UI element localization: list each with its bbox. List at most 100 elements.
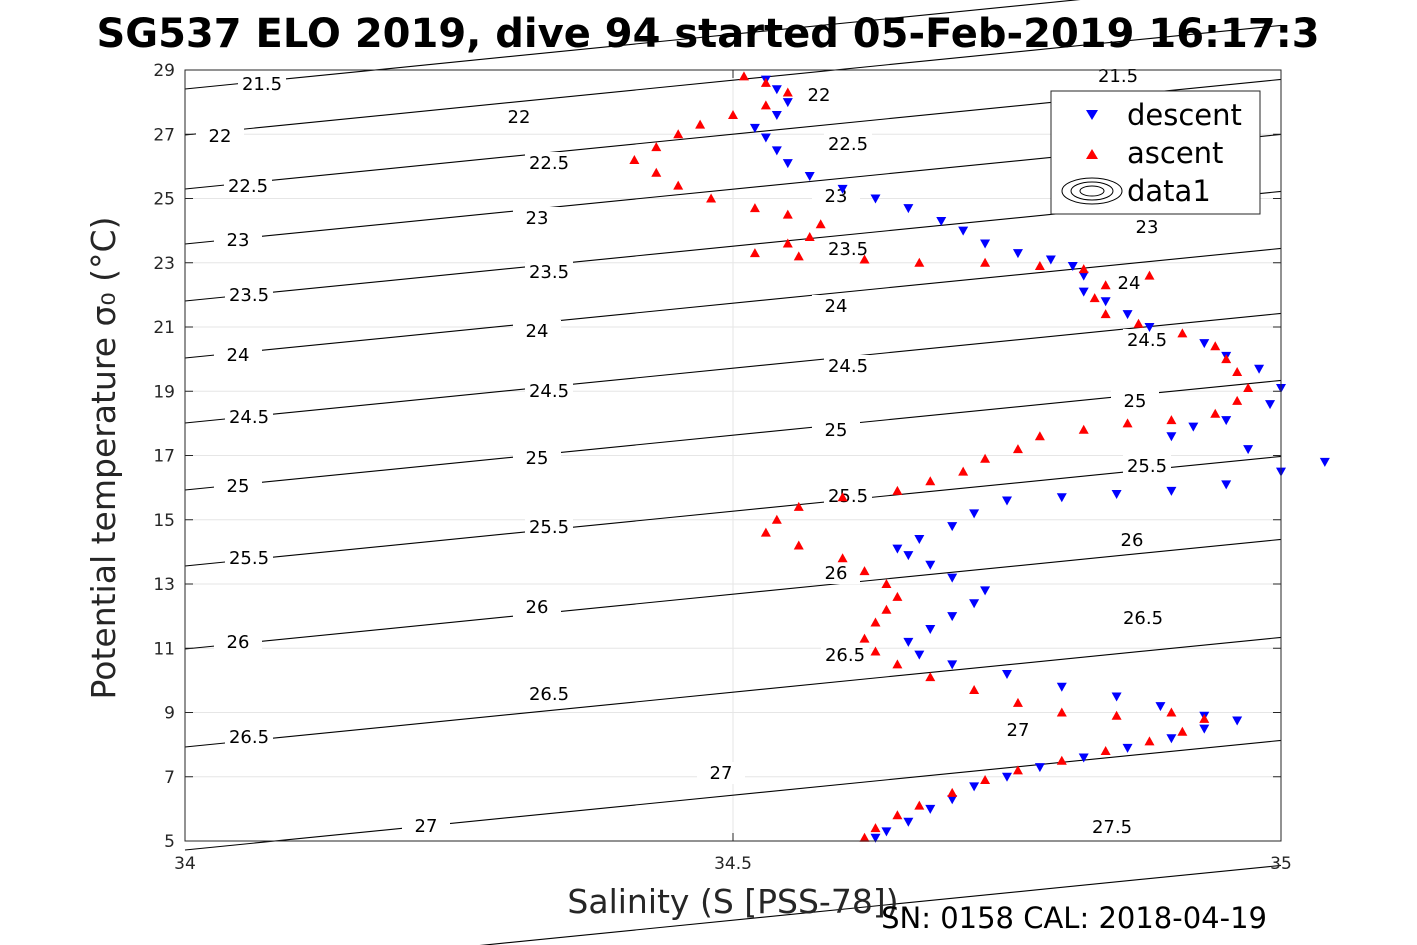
descent-point bbox=[969, 509, 980, 519]
descent-point bbox=[980, 239, 991, 249]
contour-label-background bbox=[824, 355, 872, 377]
descent-point bbox=[782, 98, 793, 108]
descent-point bbox=[749, 123, 760, 133]
ascent-point bbox=[793, 540, 804, 550]
contour-label: 23.5 bbox=[229, 285, 269, 306]
y-tick-label: 13 bbox=[153, 575, 175, 595]
y-tick-label: 21 bbox=[153, 318, 175, 338]
ascent-point bbox=[1210, 408, 1221, 418]
ascent-point bbox=[980, 774, 991, 784]
ascent-point bbox=[980, 453, 991, 463]
contour-label-background bbox=[196, 125, 244, 147]
ascent-point bbox=[892, 659, 903, 669]
descent-point bbox=[947, 612, 958, 622]
contour-label: 25.5 bbox=[529, 517, 569, 538]
density-contour-line bbox=[184, 24, 1282, 136]
descent-point bbox=[947, 522, 958, 532]
contour-label: 22.5 bbox=[228, 176, 268, 197]
contour-label: 26.5 bbox=[229, 727, 269, 748]
contour-label-background bbox=[513, 320, 561, 342]
contour-label-background bbox=[402, 815, 450, 837]
ascent-point bbox=[881, 579, 892, 588]
contour-label: 24 bbox=[1118, 273, 1141, 294]
contour-label: 22.5 bbox=[529, 153, 569, 174]
ascent-point bbox=[914, 800, 925, 810]
contour-label: 26.5 bbox=[1123, 608, 1163, 629]
legend-item-descent[interactable]: descent bbox=[1086, 98, 1242, 132]
contour-label: 25.5 bbox=[1127, 456, 1167, 477]
contour-label: 24 bbox=[526, 321, 549, 342]
contour-label-background bbox=[238, 73, 286, 95]
ascent-point bbox=[749, 248, 760, 258]
ascent-point bbox=[815, 219, 826, 229]
descent-point bbox=[1144, 323, 1155, 332]
contour-label: 24.5 bbox=[828, 356, 868, 377]
ascent-point bbox=[969, 685, 980, 695]
contour-label-background bbox=[495, 106, 543, 128]
contour-label: 22 bbox=[808, 85, 831, 106]
contour-label-background bbox=[214, 631, 262, 653]
contour-label: 22 bbox=[508, 107, 531, 128]
contour-label-background bbox=[214, 229, 262, 251]
ascent-point bbox=[925, 476, 936, 486]
descent-point bbox=[1034, 763, 1045, 773]
descent-point bbox=[870, 833, 881, 843]
y-tick-label: 23 bbox=[153, 254, 175, 274]
ascent-point bbox=[695, 119, 706, 129]
ascent-point bbox=[1100, 309, 1111, 319]
ascent-point bbox=[1111, 710, 1122, 720]
legend[interactable]: descent ascent data1 bbox=[1050, 90, 1261, 215]
descent-point bbox=[1078, 287, 1089, 297]
x-tick-label: 35 bbox=[1270, 854, 1292, 874]
contour-label: 21.5 bbox=[1098, 66, 1138, 87]
ascent-point bbox=[870, 823, 881, 833]
descent-point bbox=[782, 159, 793, 169]
contour-label-background bbox=[812, 419, 860, 441]
ascent-point bbox=[760, 100, 771, 110]
contour-label: 27 bbox=[415, 816, 438, 837]
ascent-point bbox=[1100, 746, 1111, 756]
legend-item-ascent[interactable]: ascent bbox=[1086, 136, 1223, 170]
descent-point bbox=[903, 204, 914, 214]
contour-label: 24.5 bbox=[529, 381, 569, 402]
ascent-point bbox=[1232, 366, 1243, 376]
ascent-point bbox=[793, 501, 804, 511]
descent-point bbox=[1002, 496, 1012, 506]
ascent-point bbox=[749, 203, 760, 213]
legend-item-data1[interactable]: data1 bbox=[1061, 174, 1211, 208]
contour-label-background bbox=[1123, 216, 1171, 238]
contour-label: 25 bbox=[526, 448, 549, 469]
ascent-point bbox=[673, 180, 684, 190]
descent-point bbox=[760, 133, 771, 143]
chart-title: SG537 ELO 2019, dive 94 started 05-Feb-2… bbox=[96, 11, 1319, 57]
descent-point bbox=[1002, 772, 1012, 782]
y-tick-label: 9 bbox=[164, 704, 175, 724]
descent-point bbox=[1265, 400, 1276, 410]
descent-point bbox=[958, 226, 969, 236]
descent-point bbox=[1243, 445, 1254, 455]
contour-label: 26 bbox=[1121, 530, 1144, 551]
descent-point bbox=[1166, 486, 1177, 496]
contour-label-background bbox=[214, 475, 262, 497]
contour-label-background bbox=[1108, 529, 1156, 551]
descent-point bbox=[1166, 432, 1177, 442]
y-axis-label: Potential temperature σ₀ (°C) bbox=[84, 217, 123, 700]
x-axis-label: Salinity (S [PSS-78]) bbox=[567, 882, 898, 921]
descent-point bbox=[771, 85, 782, 95]
descent-point bbox=[1056, 493, 1067, 503]
density-contour-line bbox=[184, 247, 1282, 359]
ascent-point bbox=[958, 466, 969, 476]
contour-label: 25 bbox=[1124, 391, 1147, 412]
legend-label-data1: data1 bbox=[1127, 174, 1211, 208]
descent-point bbox=[1199, 724, 1210, 734]
ascent-point bbox=[1232, 395, 1243, 405]
contour-label: 24 bbox=[227, 345, 250, 366]
descent-point bbox=[925, 560, 936, 570]
contour-label-background bbox=[795, 84, 843, 106]
contour-label: 22 bbox=[209, 126, 232, 147]
descent-point bbox=[1199, 339, 1210, 349]
contour-label: 23 bbox=[1136, 217, 1159, 238]
legend-box bbox=[1050, 90, 1261, 215]
contour-label-background bbox=[821, 644, 869, 666]
